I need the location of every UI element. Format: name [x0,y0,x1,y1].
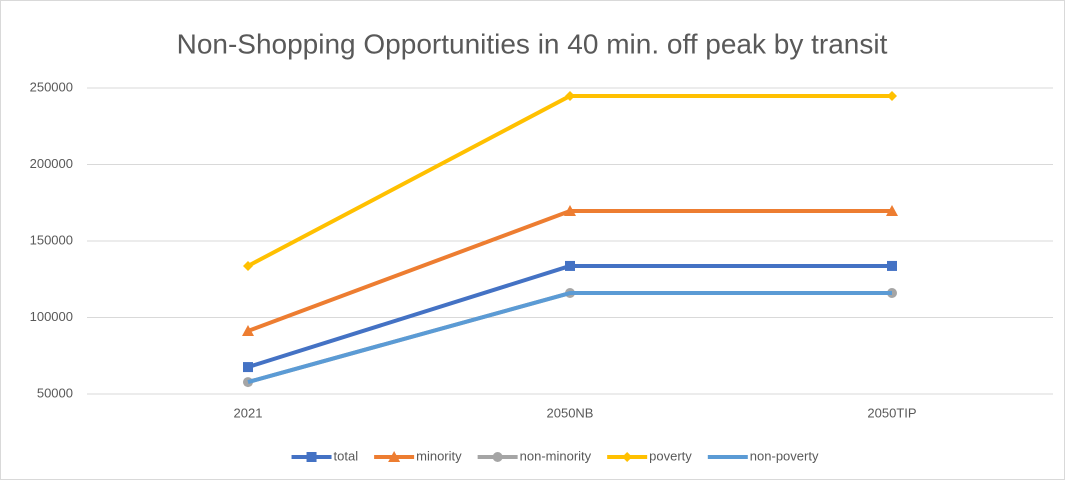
legend-marker [388,451,401,462]
series-line [247,291,892,384]
x-tick-label: 2050TIP [867,405,916,420]
legend-label: total [334,448,359,463]
legend-marker [492,452,503,462]
data-point [886,205,898,217]
legend-label: poverty [649,448,692,463]
legend-label: non-poverty [750,448,819,463]
x-tick-label: 2050NB [547,405,594,420]
legend: total minority non-minority poverty non-pove… [291,448,819,463]
data-point [565,260,575,271]
legend-marker [306,452,317,462]
data-point [243,260,253,271]
y-tick-label: 150000 [30,232,73,247]
legend-label: minority [416,448,462,463]
data-point [243,362,253,373]
legend-marker [622,452,633,462]
data-point [565,90,575,101]
data-point [887,90,897,101]
y-tick-label: 50000 [37,385,73,400]
legend-label: non-minority [520,448,592,463]
y-tick-label: 100000 [30,309,73,324]
y-tick-label: 200000 [30,156,73,171]
chart-title: Non-Shopping Opportunities in 40 min. of… [177,28,888,59]
data-point [887,260,897,271]
data-point [564,205,576,217]
y-tick-label: 250000 [30,79,73,94]
x-tick-label: 2021 [234,405,263,420]
data-point [242,324,254,336]
